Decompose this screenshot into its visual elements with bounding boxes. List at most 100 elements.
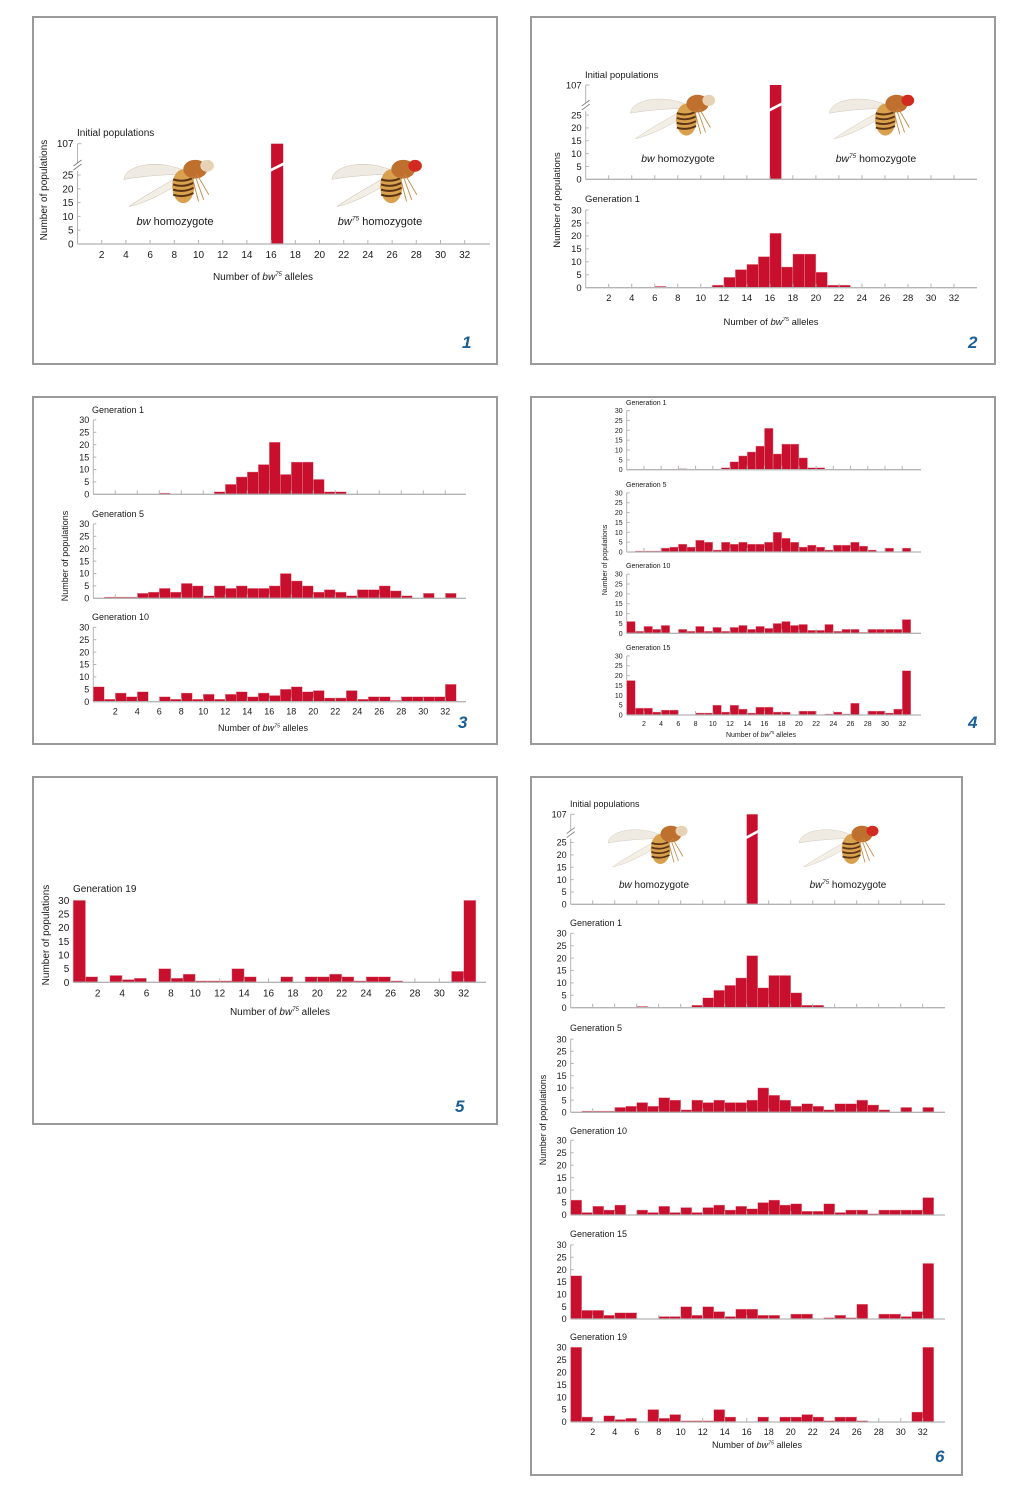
bar-allele-25 (378, 976, 391, 983)
y-tick-label: 0 (562, 1417, 567, 1427)
y-tick-label: 25 (557, 1355, 567, 1365)
bar-allele-21 (329, 973, 342, 983)
x-tick-label: 18 (290, 250, 302, 261)
y-tick-label: 5 (562, 887, 567, 897)
bar-allele-19 (804, 253, 817, 288)
x-tick-label: 24 (830, 1427, 840, 1437)
head-icon (200, 159, 214, 172)
bar-allele-31 (911, 1209, 923, 1216)
x-tick-label: 20 (811, 293, 822, 304)
y-tick-label: 30 (79, 519, 89, 529)
bar-allele-25 (845, 1209, 857, 1216)
x-tick-label: 16 (742, 1427, 752, 1437)
x-tick-label: 8 (675, 293, 680, 304)
y-tick-label: 15 (615, 438, 623, 445)
bar-allele-12 (729, 461, 739, 470)
bw75-fly-icon (331, 159, 422, 207)
x-tick-label: 32 (898, 721, 906, 728)
x-tick-label: 10 (696, 293, 707, 304)
bar-allele-18 (768, 1095, 780, 1113)
x-tick-label: 22 (808, 1427, 818, 1437)
panel-2 (530, 16, 996, 365)
bar-allele-32 (922, 1197, 934, 1216)
y-tick-label: 10 (79, 569, 89, 579)
bw75-homozygote-label: bw75 homozygote (338, 216, 422, 228)
x-tick-label: 26 (387, 250, 399, 261)
leg-icon (399, 175, 408, 202)
bar-allele-12 (225, 694, 237, 702)
bar-allele-20 (313, 690, 325, 702)
x-tick-label: 6 (147, 250, 153, 261)
bar-allele-31 (434, 696, 446, 702)
bar-allele-17 (757, 1087, 769, 1113)
y-tick-label: 20 (615, 428, 623, 435)
bar-allele-11 (721, 541, 731, 553)
bar-allele-26 (856, 1209, 868, 1216)
stripe-icon (172, 176, 194, 182)
bar-allele-14 (747, 451, 757, 470)
bar-allele-15 (735, 1102, 747, 1113)
x-tick-label: 32 (459, 250, 471, 261)
x-tick-label: 16 (266, 250, 278, 261)
y-tick-label: 25 (557, 838, 567, 848)
y-tick-label: 10 (557, 1083, 567, 1093)
y-tick-label: 0 (576, 175, 581, 186)
bar-allele-8 (181, 692, 193, 702)
x-tick-label: 14 (743, 721, 751, 728)
bar-allele-14 (746, 264, 759, 288)
bar-allele-14 (247, 588, 259, 599)
leg-icon (191, 175, 200, 202)
stripe-icon (875, 125, 896, 130)
x-tick-label: 20 (795, 721, 803, 728)
bar-allele-2 (115, 692, 127, 702)
y-tick-label: 0 (562, 1003, 567, 1013)
bar-allele-20 (790, 1203, 802, 1216)
wing-icon (607, 829, 663, 844)
x-tick-label: 16 (765, 293, 776, 304)
y-tick-label: 10 (571, 257, 582, 268)
bar-allele-7 (158, 968, 172, 983)
head-icon (702, 94, 716, 106)
bar-allele-24 (833, 544, 843, 553)
x-tick-label: 16 (263, 988, 275, 999)
y-tick-label: 30 (79, 622, 89, 632)
leg-icon (672, 838, 684, 857)
stripe-icon (172, 181, 194, 187)
x-tick-label: 6 (144, 988, 150, 999)
bar-allele-0 (93, 686, 105, 702)
bar-allele-13 (713, 1409, 725, 1423)
x-tick-label: 30 (896, 1427, 906, 1437)
bar-allele-16 (746, 1099, 758, 1113)
bar-allele-19 (779, 975, 791, 1008)
y-axis-label: Number of populations (60, 510, 70, 601)
bar-allele-7 (686, 546, 696, 553)
y-tick-label: 10 (615, 611, 623, 618)
y-tick-label: 30 (557, 1135, 567, 1145)
bar-allele-18 (792, 253, 805, 288)
bar-allele-13 (713, 1311, 725, 1320)
y-tick-label: 0 (619, 631, 623, 638)
bar-allele-14 (247, 696, 259, 702)
y-tick-label: 5 (619, 540, 623, 547)
bar-allele-14 (724, 1102, 736, 1113)
x-tick-label: 32 (918, 1427, 928, 1437)
bar-allele-15 (258, 464, 270, 495)
bar-allele-26 (379, 585, 391, 599)
x-tick-label: 12 (726, 721, 734, 728)
axis-break-icon (581, 103, 590, 111)
axis-break-icon (566, 831, 575, 838)
bar-allele-15 (755, 445, 765, 470)
bar-allele-19 (779, 1204, 791, 1216)
y-tick-label: 20 (557, 1160, 567, 1170)
y-tick-label: 25 (615, 663, 623, 670)
bw-fly-icon (607, 825, 688, 868)
axis-break-icon (566, 827, 575, 834)
y-tick-label: 30 (615, 653, 623, 660)
bar-allele-0 (626, 621, 636, 634)
bar-allele-13 (236, 476, 248, 495)
bar-allele-31 (451, 971, 464, 983)
bar-allele-6 (159, 588, 171, 599)
bar-allele-16 (769, 85, 782, 180)
